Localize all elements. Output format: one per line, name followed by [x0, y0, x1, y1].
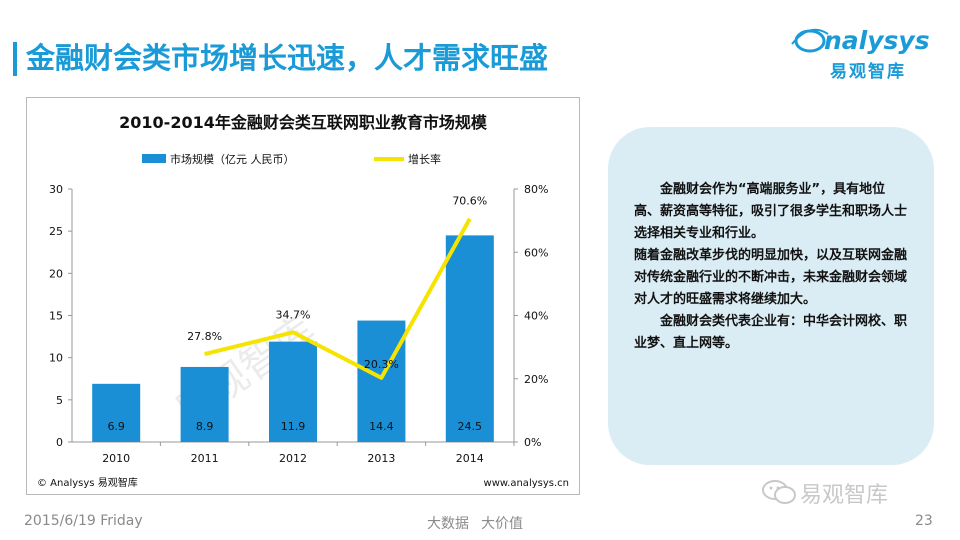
left-tick-label: 0: [56, 436, 63, 449]
legend-line-label: 增长率: [408, 152, 441, 166]
title-accent-bar: [13, 42, 17, 76]
left-tick-label: 5: [56, 394, 63, 407]
info-paragraph-1: 金融财会作为“高端服务业”，具有地位高、薪资高等特征，吸引了很多学生和职场人士选…: [634, 182, 908, 241]
bar-2013: [357, 320, 406, 442]
legend-bar-swatch: [142, 154, 166, 163]
slide-title: 金融财会类市场增长迅速，人才需求旺盛: [26, 41, 549, 75]
footer-tag-1: 大数据: [427, 516, 469, 532]
analysys-logo: nalysys 易观智库: [790, 22, 940, 84]
left-tick-label: 20: [49, 267, 63, 280]
bar-value-label: 11.9: [281, 420, 306, 433]
logo-swoosh-icon: [791, 28, 829, 53]
logo-word: nalysys: [824, 26, 930, 55]
chart-source-left: © Analysys 易观智库: [37, 476, 138, 489]
bar-2014: [445, 235, 494, 442]
bar-value-label: 8.9: [196, 420, 214, 433]
x-tick-label: 2013: [367, 452, 395, 465]
footer-tag-2: 大价值: [481, 516, 523, 532]
growth-rate-line: [204, 217, 472, 380]
bar-value-label: 6.9: [107, 420, 125, 433]
bar-2010: [92, 383, 141, 442]
legend-bar-label: 市场规模（亿元 人民币）: [170, 152, 295, 166]
bar-value-label: 14.4: [369, 420, 394, 433]
combo-chart: 易观智库 2010-2014年金融财会类互联网职业教育市场规模 市场规模（亿元 …: [37, 113, 569, 489]
bar-value-label: 24.5: [458, 420, 483, 433]
growth-value-label: 27.8%: [187, 330, 222, 343]
right-tick-label: 20%: [524, 373, 548, 386]
bar-2012: [269, 341, 317, 442]
growth-value-label: 20.3%: [364, 358, 399, 371]
x-tick-label: 2012: [279, 452, 307, 465]
left-tick-label: 25: [49, 225, 63, 238]
left-tick-label: 10: [49, 352, 63, 365]
info-panel: 金融财会作为“高端服务业”，具有地位高、薪资高等特征，吸引了很多学生和职场人士选…: [608, 127, 934, 465]
chart-title: 2010-2014年金融财会类互联网职业教育市场规模: [119, 113, 488, 132]
growth-value-label: 34.7%: [276, 308, 311, 321]
footer-tagline: 大数据 大价值: [427, 513, 535, 533]
wechat-icon: [762, 480, 796, 504]
right-tick-label: 60%: [524, 246, 548, 259]
wechat-label: 易观智库: [800, 483, 889, 508]
footer-date: 2015/6/19 Friday: [24, 513, 143, 529]
growth-value-label: 70.6%: [452, 195, 487, 208]
x-tick-label: 2014: [456, 452, 484, 465]
wechat-watermark: 易观智库: [762, 477, 942, 508]
chart-frame: 易观智库 2010-2014年金融财会类互联网职业教育市场规模 市场规模（亿元 …: [26, 97, 580, 495]
right-tick-label: 0%: [524, 436, 541, 449]
info-paragraph-2: 随着金融改革步伐的明显加快，以及互联网金融对传统金融行业的不断冲击，未来金融财会…: [634, 248, 908, 307]
x-tick-label: 2011: [191, 452, 219, 465]
chart-source-right: www.analysys.cn: [484, 478, 569, 489]
page-number: 23: [915, 513, 933, 529]
left-tick-label: 30: [49, 183, 63, 196]
info-text: 金融财会作为“高端服务业”，具有地位高、薪资高等特征，吸引了很多学生和职场人士选…: [634, 179, 910, 355]
right-tick-label: 40%: [524, 310, 548, 323]
x-tick-label: 2010: [102, 452, 130, 465]
info-paragraph-3: 金融财会类代表企业有：中华会计网校、职业梦、直上网等。: [634, 314, 908, 351]
logo-chinese: 易观智库: [830, 62, 906, 82]
left-tick-label: 15: [49, 310, 63, 323]
right-tick-label: 80%: [524, 183, 548, 196]
bar-2011: [180, 366, 229, 442]
